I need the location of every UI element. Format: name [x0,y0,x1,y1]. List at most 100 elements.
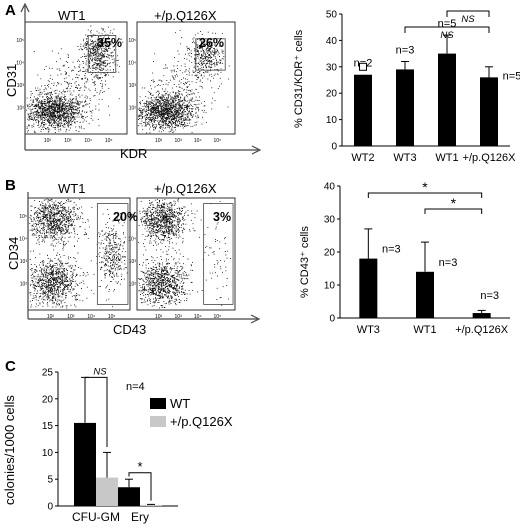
flow-a-right-xtick: 10⁴ [194,138,202,144]
flow-a-left-xtick: 10³ [64,138,72,144]
flow-b-right-xtick: 10⁴ [194,314,202,320]
chart-a-sig-label: NS [461,14,475,25]
flow-b-left-ytick: 10⁵ [19,214,27,220]
chart-a-ytick-label: 50 [326,10,338,21]
chart-b-ytick-label: 30 [324,215,336,226]
chart-c-legend-swatch [150,416,166,427]
panel-b-flow-xlabel: CD43 [113,322,147,337]
flow-b-right-xtick: 10³ [175,314,183,320]
chart-c-ytick-label: 20 [42,394,54,405]
flow-b-left-gate [96,203,129,305]
chart-a-ylabel: % CD31/KDR⁺ cells [293,29,305,128]
flow-a-right-frame [136,21,236,135]
flow-b-right-dot-cloud [138,198,232,309]
panel-a-flow-right-gate: 26% [199,36,225,50]
panel-a-letter: A [5,2,16,19]
panel-a-flow-left-gate: 35% [97,36,123,50]
flow-b-right-ytick: 10² [129,281,137,287]
flow-b-left-dot-cloud [29,198,128,309]
chart-c-xtick-label: Ery [131,510,149,524]
chart-c-ytick-label: 25 [42,368,54,379]
flow-b-right-dots [138,198,232,309]
chart-b-n-label: n=3 [382,244,401,256]
chart-a-point-marker [359,62,367,71]
flow-b-left-xtick: 10⁵ [108,314,116,320]
flow-a-left-xtick: 10² [44,138,52,144]
flow-b-left-xtick: 10⁴ [87,314,95,320]
flow-a-right-xtick: 10² [155,138,163,144]
chart-b-bar [472,313,491,318]
chart-a-ytick-label: 30 [326,62,338,73]
chart-c-ytick-label: 15 [42,421,54,432]
flow-b-left-xtick: 10³ [67,314,75,320]
flow-a-left-ytick: 10³ [17,83,25,89]
chart-b-sig-bracket [367,192,483,198]
chart-a-n-label: n=3 [396,45,415,57]
flow-a-left-gate [87,35,117,73]
chart-c-bar [74,422,96,506]
chart-a-ytick-label: 0 [331,142,337,153]
flow-a-xarrow [251,145,262,155]
chart-b-sig-label: * [451,195,457,211]
chart-a-ytick-label: 40 [326,36,338,47]
chart-c-sig-bracket [128,472,152,501]
chart-c-xtick-label: CFU-GM [72,510,120,524]
chart-a-xtick-label: WT3 [393,152,416,164]
flow-a-left-ytick: 10² [17,105,25,111]
chart-a-ytick-label: 10 [326,115,338,126]
flow-a-right-ytick: 10⁴ [128,61,136,67]
chart-b-bar [416,271,434,318]
chart-c-sig-label: NS [93,367,107,378]
flow-a-yarrow [20,2,30,13]
flow-a-left-xtick: 10⁵ [105,138,113,144]
chart-a-bar [354,74,372,146]
chart-c-ytick-label: 0 [47,502,53,513]
chart-a-xtick-label: +/p.Q126X [463,152,517,164]
flow-a-left-dot-cloud [26,25,124,133]
chart-b-sig-label: * [422,179,428,195]
chart-c-bar [140,504,162,506]
chart-b-sig-bracket [424,208,483,214]
chart-c-n-label: n=4 [126,381,145,393]
chart-a-sig-bracket [446,10,490,17]
panel-b-flow-ylabel: CD34 [6,236,21,270]
flow-b-left-ytick: 10² [20,281,28,287]
panel-a-flow-right-title: +/p.Q126X [154,8,217,23]
flow-a-right-ytick: 10⁵ [128,38,136,44]
flow-a-left-dots [26,25,124,133]
flow-a-left-xtick: 10⁴ [84,138,92,144]
chart-c-legend-swatch [150,398,166,409]
flow-a-right-gate [195,38,226,71]
panel-b-letter: B [5,177,16,194]
flow-a-right-xtick: 10³ [175,138,183,144]
chart-b-xtick-label: +/p.Q126X [455,324,509,336]
flow-b-right-ytick: 10⁴ [128,237,136,243]
chart-b-ytick-label: 10 [324,281,336,292]
flow-a-left-ytick: 10⁵ [16,38,24,44]
chart-a-sig-label: NS [440,30,454,41]
panel-b-flow-right-gate: 3% [213,210,232,224]
flow-b-right-xtick: 10⁵ [214,314,222,320]
chart-b-n-label: n=3 [439,257,458,269]
chart-c-ylabel: colonies/1000 cells [2,395,17,505]
panel-a-flow-left-title: WT1 [58,8,86,23]
chart-a-xtick-label: WT1 [435,152,458,164]
chart-a-sig-bracket [404,26,490,33]
chart-c-bar [118,487,140,506]
chart-b-ylabel: % CD43⁺ cells [299,226,311,298]
chart-c-legend-label: +/p.Q126X [170,414,233,429]
flow-a-right-dots [138,29,230,134]
flow-b-left-ytick: 10³ [20,259,28,265]
flow-b-right-ytick: 10³ [129,259,137,265]
chart-b-ytick-label: 40 [324,182,336,193]
chart-a-n-label: n=5 [438,18,457,30]
flow-a-right-ytick: 10³ [129,83,137,89]
chart-b-ytick-label: 0 [329,314,335,325]
flow-a-right-dot-cloud [138,29,230,134]
flow-a-left-ytick: 10⁴ [16,61,24,67]
chart-a-bar [438,53,456,146]
chart-c-bar [96,477,118,506]
chart-c-legend-label: WT [170,396,190,411]
chart-b-n-label: n=3 [480,290,499,302]
